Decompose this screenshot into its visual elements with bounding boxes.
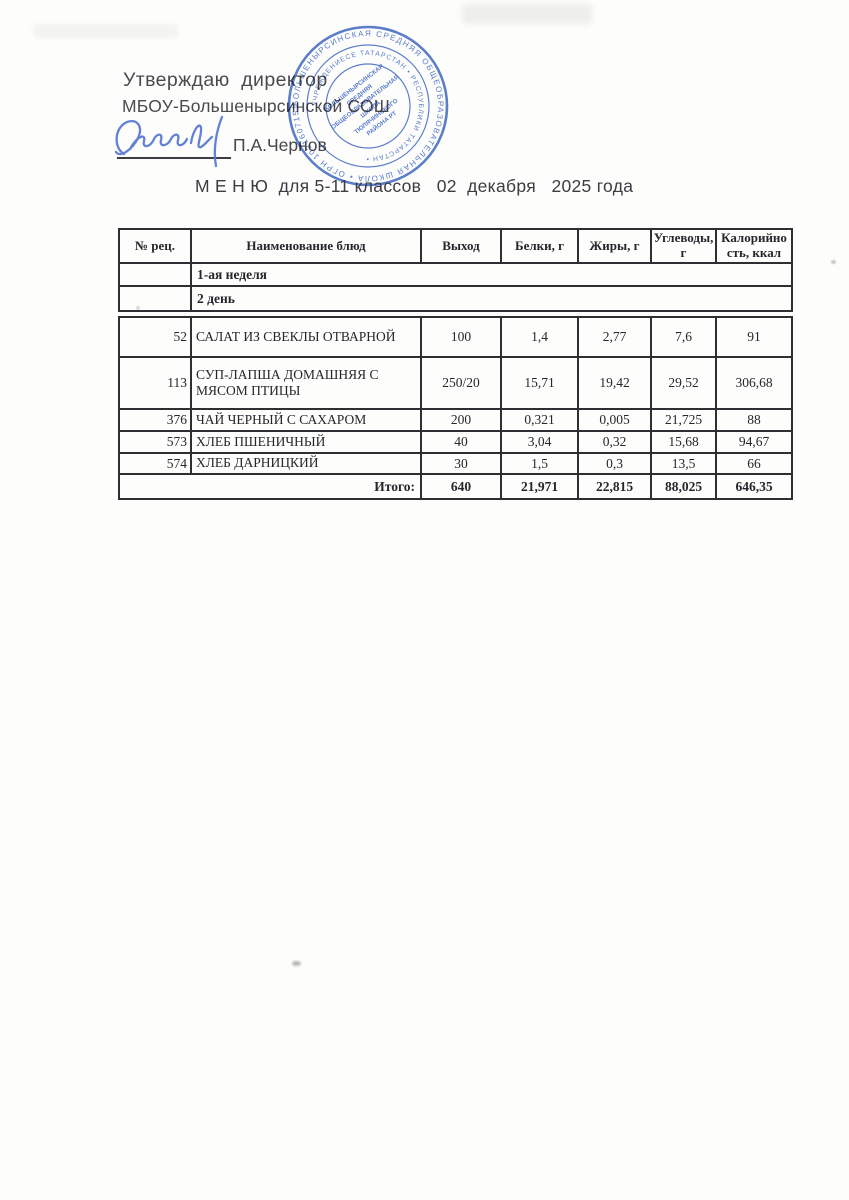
cell-calories: 94,67	[738, 434, 770, 449]
header-cell-calories: Калорийно сть, ккал	[721, 230, 787, 260]
section-label: 1-ая неделя	[197, 266, 267, 282]
cell-calories: 306,68	[735, 375, 773, 390]
cell-protein: 1,4	[502, 318, 579, 356]
menu-table: № рец. Наименование блюд Выход Белки, г …	[118, 228, 793, 500]
header-cell-carbs: Углеводы, г	[652, 230, 717, 262]
school-stamp-icon: БОЛЬШЕНЫРСИНСКАЯ СРЕДНЯЯ ОБЩЕОБРАЗОВАТЕЛ…	[285, 23, 449, 187]
cell-fat: 2,77	[579, 318, 652, 356]
section-label: 2 день	[197, 290, 235, 306]
totals-carbs: 88,025	[652, 475, 717, 498]
totals-label: Итого:	[120, 475, 422, 498]
cell-fat: 19,42	[579, 358, 652, 408]
header-cell-protein: Белки, г	[502, 230, 579, 262]
cell-output: 250/20	[422, 358, 502, 408]
cell-protein: 1,5	[502, 454, 579, 473]
totals-protein: 21,971	[502, 475, 579, 498]
approval-line: Утверждаю директор	[123, 69, 328, 91]
scan-artifact	[33, 24, 178, 38]
cell-output: 30	[422, 454, 502, 473]
school-name-line: МБОУ-Большенырсинской СОШ	[122, 96, 391, 116]
table-header-row: № рец. Наименование блюд Выход Белки, г …	[118, 228, 793, 264]
table-row: 52 САЛАТ ИЗ СВЕКЛЫ ОТВАРНОЙ 100 1,4 2,77…	[120, 318, 791, 358]
cell-calories: 91	[747, 329, 761, 344]
cell-carbs: 15,68	[652, 432, 717, 452]
totals-row: Итого: 640 21,971 22,815 88,025 646,35	[120, 475, 791, 498]
cell-recipe-no: 574	[120, 454, 192, 473]
cell-output: 100	[422, 318, 502, 356]
cell-recipe-no: 113	[120, 358, 192, 408]
cell-fat: 0,3	[579, 454, 652, 473]
cell-carbs: 7,6	[652, 318, 717, 356]
section-row-week: 1-ая неделя	[118, 264, 793, 287]
cell-carbs: 13,5	[652, 454, 717, 473]
director-signature-icon	[114, 115, 224, 168]
cell-output: 200	[422, 410, 502, 430]
cell-protein: 3,04	[502, 432, 579, 452]
cell-recipe-no: 52	[120, 318, 192, 356]
cell-protein: 15,71	[502, 358, 579, 408]
header-cell-fat: Жиры, г	[579, 230, 652, 262]
scan-artifact	[831, 260, 836, 264]
cell-carbs: 29,52	[652, 358, 717, 408]
table-row: 376 ЧАЙ ЧЕРНЫЙ С САХАРОМ 200 0,321 0,005…	[120, 410, 791, 432]
section-row-day: 2 день	[118, 287, 793, 312]
empty-cell	[120, 264, 192, 285]
cell-carbs: 21,725	[652, 410, 717, 430]
menu-grid: 52 САЛАТ ИЗ СВЕКЛЫ ОТВАРНОЙ 100 1,4 2,77…	[118, 316, 793, 500]
cell-calories: 66	[747, 455, 761, 471]
totals-calories: 646,35	[735, 478, 773, 494]
cell-recipe-no: 573	[120, 432, 192, 452]
cell-dish-name: ХЛЕБ ПШЕНИЧНЫЙ	[192, 432, 422, 452]
menu-title: М Е Н Ю для 5-11 классов 02 декабря 2025…	[195, 176, 634, 196]
header-cell-recipe-no: № рец.	[120, 230, 192, 262]
totals-fat: 22,815	[579, 475, 652, 498]
cell-calories: 88	[747, 412, 761, 427]
scan-artifact	[136, 306, 140, 310]
cell-fat: 0,32	[579, 432, 652, 452]
header-cell-output: Выход	[422, 230, 502, 262]
cell-recipe-no: 376	[120, 410, 192, 430]
scan-artifact	[462, 4, 592, 24]
table-row: 574 ХЛЕБ ДАРНИЦКИЙ 30 1,5 0,3 13,5 66	[120, 454, 791, 475]
cell-dish-name: СУП-ЛАПША ДОМАШНЯЯ С МЯСОМ ПТИЦЫ	[192, 358, 422, 408]
table-row: 113 СУП-ЛАПША ДОМАШНЯЯ С МЯСОМ ПТИЦЫ 250…	[120, 358, 791, 410]
signature-line	[117, 141, 231, 159]
cell-dish-name: ХЛЕБ ДАРНИЦКИЙ	[192, 454, 422, 473]
cell-fat: 0,005	[579, 410, 652, 430]
cell-dish-name: ЧАЙ ЧЕРНЫЙ С САХАРОМ	[192, 410, 422, 430]
cell-protein: 0,321	[502, 410, 579, 430]
empty-cell	[120, 287, 192, 310]
cell-dish-name: САЛАТ ИЗ СВЕКЛЫ ОТВАРНОЙ	[192, 318, 422, 356]
header-cell-dish-name: Наименование блюд	[192, 230, 422, 262]
table-row: 573 ХЛЕБ ПШЕНИЧНЫЙ 40 3,04 0,32 15,68 94…	[120, 432, 791, 454]
cell-output: 40	[422, 432, 502, 452]
totals-output: 640	[422, 475, 502, 498]
scan-artifact	[292, 961, 301, 966]
